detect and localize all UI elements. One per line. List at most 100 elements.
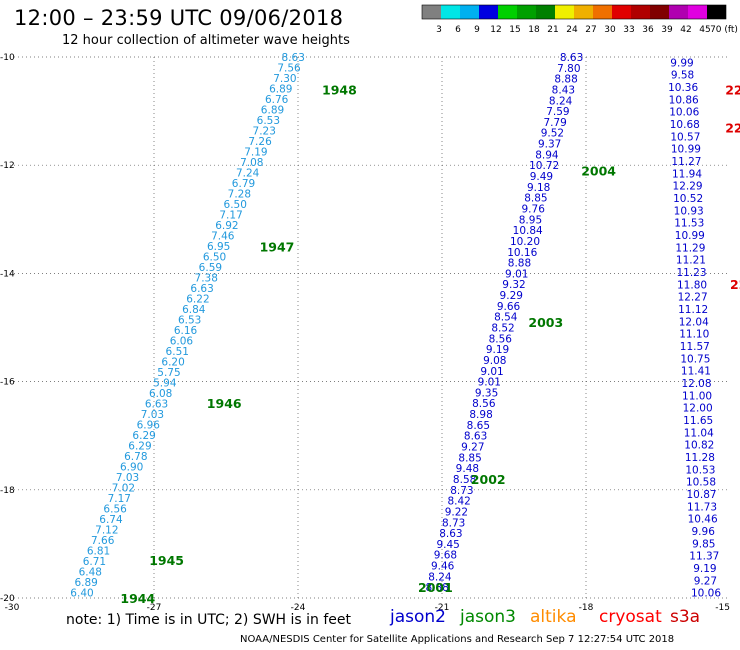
color-scale-swatch [498,5,517,19]
y-tick-label: -10 [0,53,15,63]
wave-height-value: 9.66 [497,301,521,313]
wave-height-value: 5.75 [157,367,180,379]
wave-height-value: 10.68 [670,119,700,131]
wave-height-value: 10.72 [529,160,559,172]
y-tick-label: -14 [0,269,15,279]
wave-height-value: 8.88 [554,74,577,86]
color-scale-swatch [460,5,479,19]
wave-height-value: 6.50 [203,252,226,264]
wave-height-value: 8.88 [508,258,531,270]
wave-height-value: 8.54 [494,312,518,324]
wave-height-value: 11.12 [678,304,708,316]
color-scale-swatch [650,5,669,19]
wave-height-value: 8.63 [560,52,583,64]
wave-height-value: 9.19 [486,344,509,356]
wave-height-value: 6.53 [257,115,280,127]
wave-height-value: 11.27 [671,156,701,168]
wave-height-value: 8.94 [535,149,559,161]
chart-grid [10,56,730,599]
x-tick-label: -30 [5,603,20,613]
wave-height-value: 6.59 [199,262,222,274]
wave-height-value: 11.21 [676,255,706,267]
wave-height-value: 6.20 [161,357,184,369]
wave-height-value: 7.17 [108,493,131,505]
wave-height-value: 11.28 [685,452,715,464]
wave-height-value: 9.52 [541,128,564,140]
wave-height-value: 10.84 [513,225,543,237]
wave-height-value: 7.46 [211,231,235,243]
wave-height-value: 11.29 [675,242,705,254]
wave-height-value: 12.29 [673,181,703,193]
pass-time-label: 224 [730,277,740,292]
wave-height-value: 10.53 [685,464,715,476]
wave-height-value: 8.43 [552,84,575,96]
wave-height-value: 9.37 [538,139,561,151]
wave-height-value: 7.02 [112,483,135,495]
wave-height-value: 7.24 [236,168,260,180]
wave-height-value: 10.87 [687,489,717,501]
wave-height-value: 8.98 [469,409,492,421]
color-scale-frame [421,4,727,20]
wave-height-value: 6.40 [70,588,93,600]
color-scale-label: 24 [566,25,578,35]
wave-height-value: 9.45 [436,539,459,551]
x-tick-label: -24 [291,603,306,613]
wave-height-value: 6.74 [99,514,123,526]
wave-height-value: 6.63 [145,399,168,411]
color-scale-swatch [536,5,555,19]
wave-height-value: 7.28 [228,189,251,201]
wave-height-value: 9.68 [434,550,457,562]
color-scale-label: 3 [436,25,442,35]
wave-height-value: 6.71 [83,556,106,568]
wave-height-value: 8.56 [489,333,513,345]
wave-height-value: 8.52 [491,323,514,335]
wave-height-value: 10.06 [691,588,721,600]
wave-height-value: 7.59 [546,106,569,118]
wave-height-value: 7.03 [141,409,164,421]
wave-height-value: 8.56 [472,398,496,410]
x-tick-label: -27 [147,603,162,613]
wave-height-value: 11.80 [677,279,707,291]
wave-height-value: 9.76 [522,203,546,215]
wave-height-value: 6.29 [128,441,151,453]
wave-height-value: 6.89 [269,84,292,96]
wave-height-value: 8.63 [464,431,487,443]
wave-height-value: 9.48 [456,463,479,475]
wave-height-value: 6.51 [166,346,189,358]
color-scale-label: 27 [585,25,596,35]
footer-credit: NOAA/NESDIS Center for Satellite Applica… [240,634,675,645]
wave-height-value: 7.79 [543,117,566,129]
wave-height-value: 9.49 [530,171,553,183]
wave-height-value: 8.88 [426,582,449,594]
wave-height-value: 9.27 [694,575,717,587]
color-scale-label: 36 [642,25,654,35]
wave-height-value: 9.32 [502,279,525,291]
wave-height-value: 6.29 [132,430,155,442]
y-tick-label: -12 [0,161,15,171]
color-scale-swatch [517,5,536,19]
wave-height-value: 12.27 [678,292,708,304]
wave-height-value: 7.12 [95,525,118,537]
wave-height-value: 7.08 [240,157,263,169]
color-scale-swatch [688,5,707,19]
wave-height-value: 7.26 [248,136,272,148]
pass-time-label: 2002 [471,472,506,487]
color-scale-swatch [479,5,498,19]
y-tick-label: -16 [0,378,15,388]
wave-height-value: 7.19 [244,147,267,159]
wave-height-value: 10.20 [510,236,540,248]
wave-height-value: 10.75 [680,353,710,365]
color-scale-label: 21 [547,25,558,35]
wave-height-value: 12.08 [681,378,711,390]
pass-time-label: 2246 [725,82,740,97]
color-scale-swatch [441,5,460,19]
wave-height-value: 10.06 [669,107,699,119]
pass-time-label: 1947 [260,239,295,254]
wave-height-value: 9.99 [670,57,693,69]
wave-height-value: 6.06 [170,336,194,348]
wave-height-value: 7.30 [273,73,296,85]
wave-height-value: 6.22 [186,294,209,306]
color-scale-label: 42 [680,25,691,35]
wave-height-value: 6.79 [232,178,255,190]
wave-height-value: 9.18 [527,182,550,194]
